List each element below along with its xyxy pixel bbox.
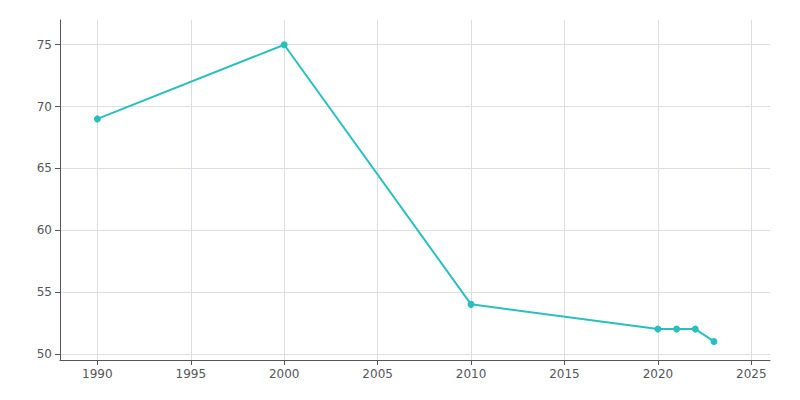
svg-text:1990: 1990 — [82, 367, 113, 381]
svg-text:2020: 2020 — [643, 367, 674, 381]
svg-text:1995: 1995 — [176, 367, 207, 381]
svg-text:2005: 2005 — [362, 367, 393, 381]
svg-text:2010: 2010 — [456, 367, 487, 381]
svg-text:2000: 2000 — [269, 367, 300, 381]
svg-text:60: 60 — [37, 223, 52, 237]
svg-text:70: 70 — [37, 100, 52, 114]
svg-text:55: 55 — [37, 285, 52, 299]
svg-text:2015: 2015 — [549, 367, 580, 381]
svg-text:2025: 2025 — [736, 367, 767, 381]
svg-text:75: 75 — [37, 38, 52, 52]
svg-text:65: 65 — [37, 161, 52, 175]
svg-text:50: 50 — [37, 347, 52, 361]
